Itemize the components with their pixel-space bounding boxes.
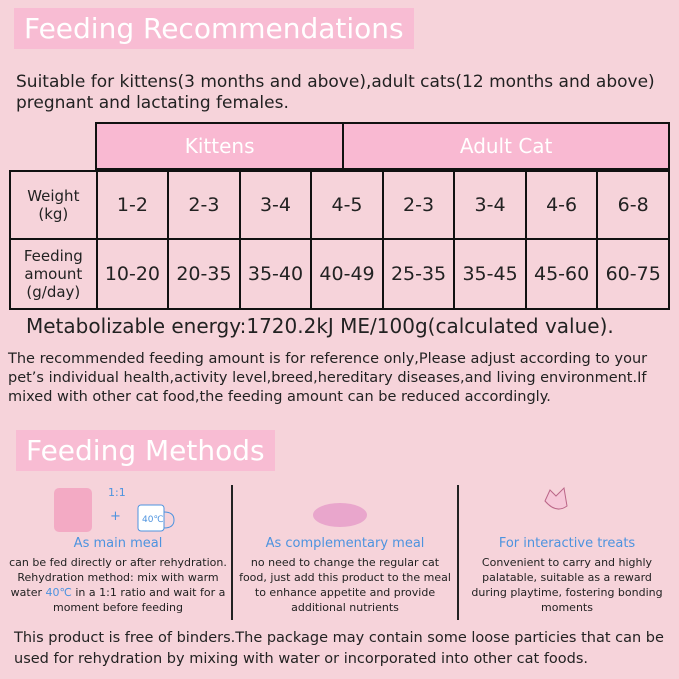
value-cell: 40-49	[310, 238, 384, 310]
group-header-cell: Adult Cat	[342, 122, 670, 170]
value-cell: 60-75	[596, 238, 670, 310]
section-title: Feeding Methods	[16, 430, 275, 471]
value-cell: 35-45	[453, 238, 527, 310]
row-label: Feeding amount (g/day)	[9, 238, 98, 310]
intro-line: pregnant and lactating females.	[16, 93, 289, 113]
plus-label: +	[110, 509, 121, 524]
value-cell: 2-3	[381, 170, 456, 240]
row-label: Weight (kg)	[9, 170, 98, 240]
temp-label: 40℃	[142, 515, 164, 525]
cup-icon	[137, 504, 165, 532]
value-cell: 4-5	[310, 170, 384, 240]
method-text-part: 40℃	[45, 586, 72, 599]
table-row: Weight (kg) 1-2 2-3 3-4 4-5 2-3 3-4 4-6 6-8	[9, 170, 670, 240]
method-title: As main meal	[73, 536, 163, 551]
method-item: For interactive treats Convenient to carr…	[464, 536, 670, 615]
value-cell: 3-4	[453, 170, 527, 240]
value-cell: 10-20	[95, 238, 170, 310]
intro: Suitable for kittens(3 months and above)…	[16, 72, 655, 114]
footer: This product is free of binders.The pack…	[14, 630, 664, 667]
note: The recommended feeding amount is for re…	[8, 351, 648, 405]
method-text: can be fed directly or after rehydration…	[8, 555, 228, 615]
method-text: no need to change the regular cat food, …	[238, 555, 452, 615]
table-row: Feeding amount (g/day) 10-20 20-35 35-40 40-…	[9, 238, 670, 310]
bowl-icon	[313, 503, 367, 527]
value-cell: 45-60	[524, 238, 599, 310]
method-title: As complementary meal	[265, 536, 425, 551]
group-header-cell: Kittens	[94, 122, 345, 170]
method-text-part: Convenient to carry and highly palatable…	[471, 556, 663, 614]
value-cell: 1-2	[95, 170, 170, 240]
intro-line: Suitable for kittens(3 months and above)…	[16, 72, 655, 92]
value-cell: 2-3	[167, 170, 241, 240]
method-item: As main meal can be fed directly or after…	[8, 536, 228, 615]
method-text: Convenient to carry and highly palatable…	[464, 555, 670, 615]
ratio-label: 1:1	[108, 486, 126, 499]
value-cell: 20-35	[167, 238, 241, 310]
energy: Metabolizable energy:1720.2kJ ME/100g(ca…	[26, 314, 614, 338]
group-header: Kittens Adult Cat	[94, 122, 670, 170]
value-cell: 4-6	[524, 170, 599, 240]
method-title: For interactive treats	[498, 536, 636, 551]
value-cell: 6-8	[596, 170, 670, 240]
cat-icon	[544, 486, 568, 510]
icons: 1:1 + 40℃	[54, 485, 568, 620]
method-item: As complementary meal no need to change t…	[238, 536, 452, 615]
value-cell: 35-40	[238, 238, 313, 310]
value-cell: 3-4	[238, 170, 313, 240]
section-title: Feeding Recommendations	[14, 8, 414, 49]
method-text-part: no need to change the regular cat food, …	[239, 556, 451, 614]
feeding-table: Weight (kg) 1-2 2-3 3-4 4-5 2-3 3-4 4-6 6-8 Feedi…	[9, 170, 670, 310]
cup-handle	[163, 511, 175, 529]
method-text-part: can be fed directly or after rehydration…	[9, 556, 227, 599]
value-cell: 25-35	[381, 238, 456, 310]
method-text-part: in a 1:1 ratio and wait for a moment bef…	[52, 586, 226, 614]
bag-icon	[54, 488, 92, 532]
